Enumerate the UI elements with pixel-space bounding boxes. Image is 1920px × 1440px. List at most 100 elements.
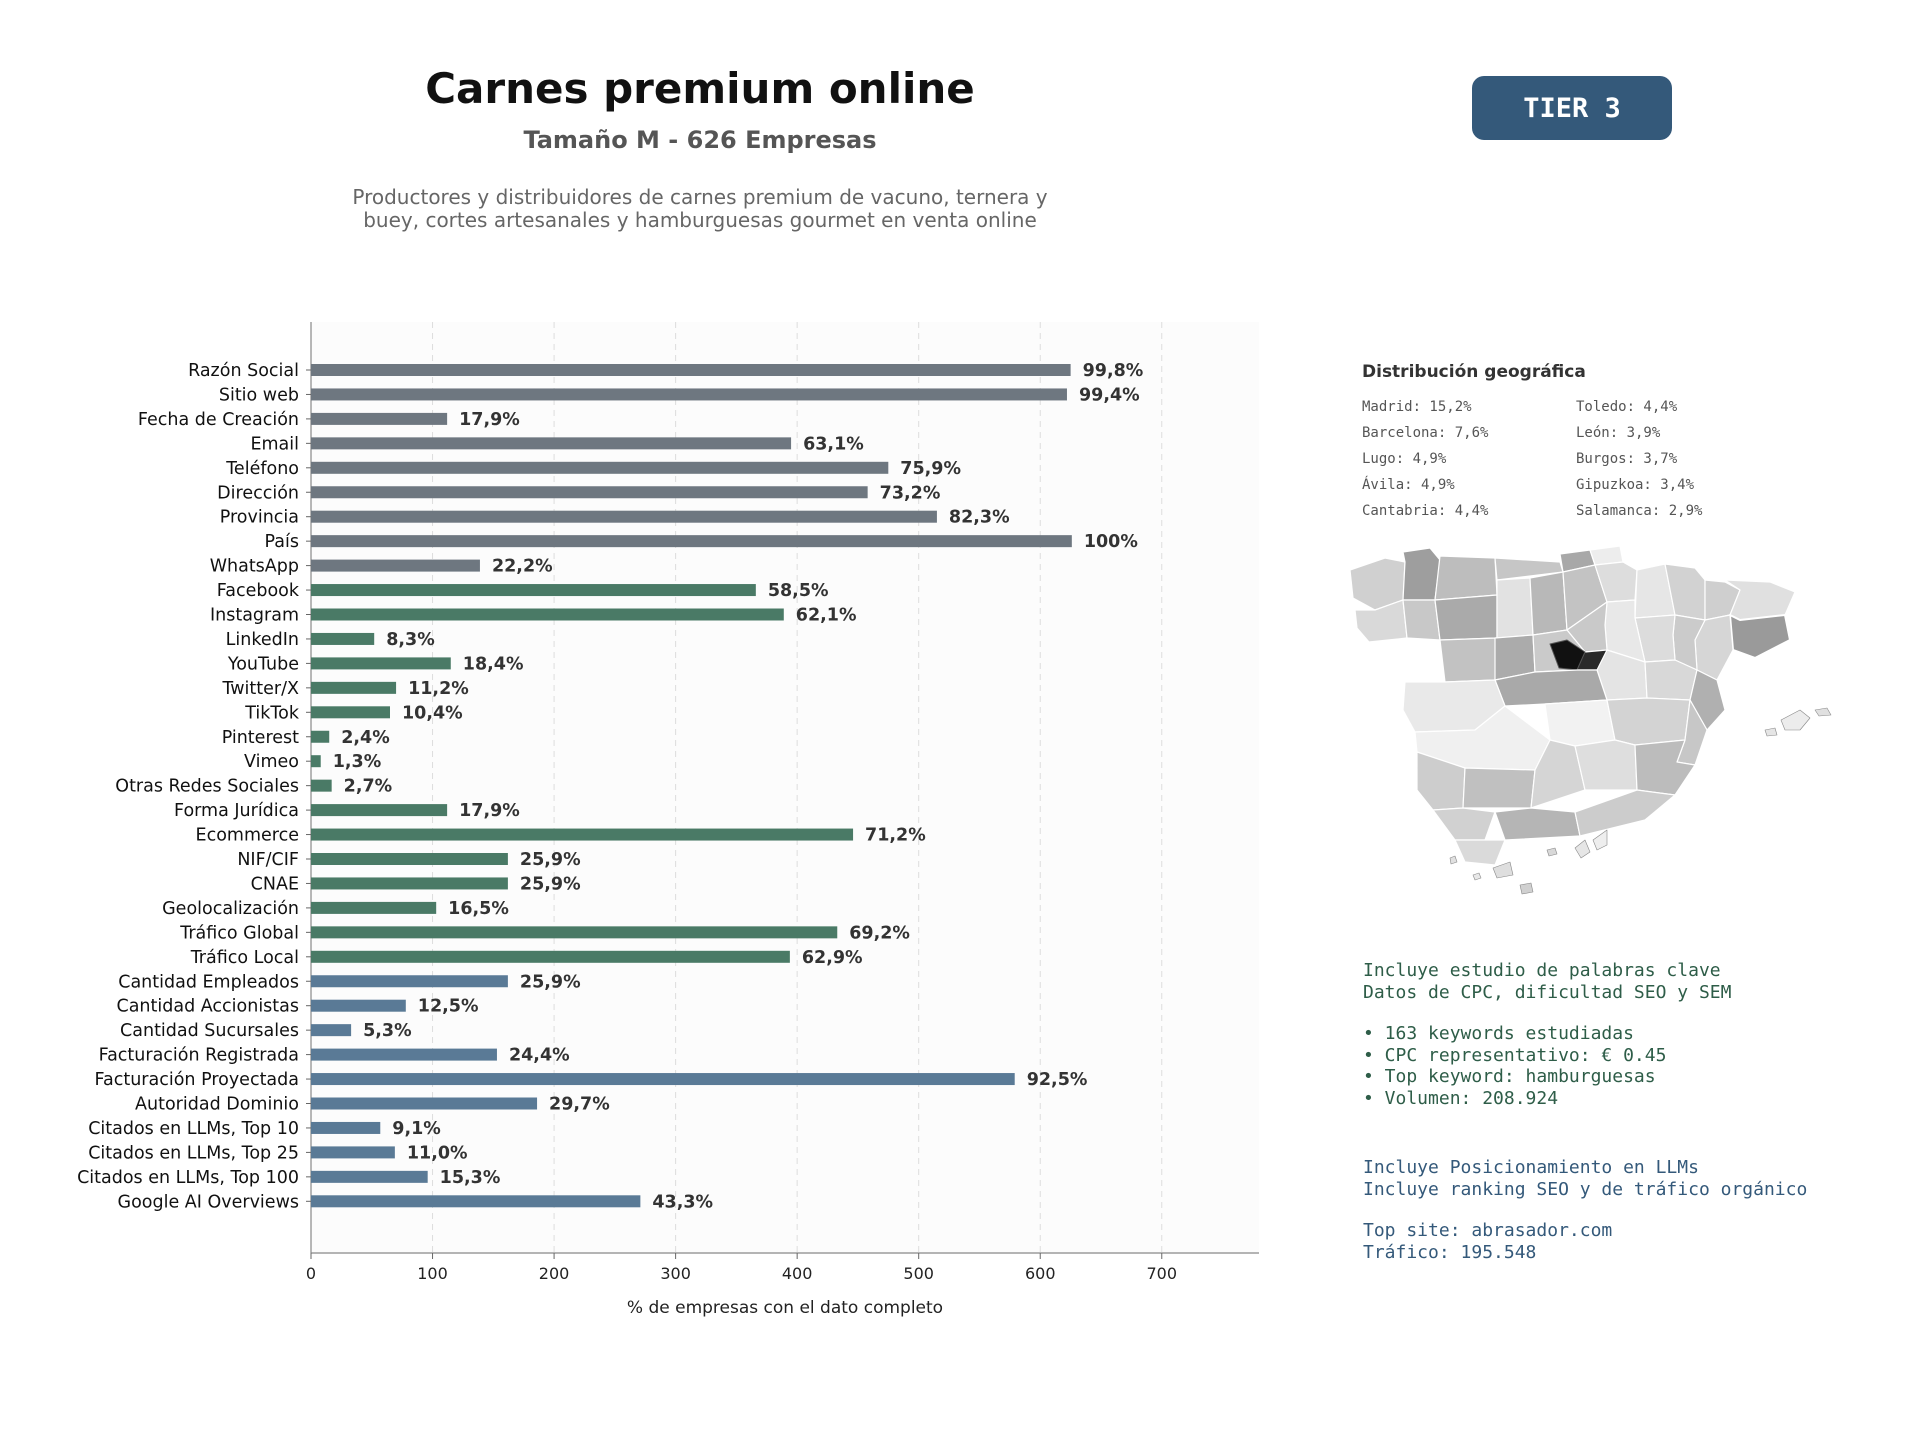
bar [311,926,838,939]
data-label: 16,5% [448,899,509,919]
category-label: Otras Redes Sociales [115,777,299,797]
data-label: 92,5% [1027,1070,1088,1090]
data-label: 69,2% [849,923,910,943]
bar [311,1024,352,1037]
category-label: LinkedIn [226,630,299,650]
bar [311,437,792,450]
data-label: 18,4% [463,654,524,674]
category-label: Twitter/X [221,679,299,699]
bar-chart: 0 100 200 300 400 500 600 700 % de empresas con … [77,322,1259,1318]
data-label: 62,1% [796,606,857,626]
category-label: Teléfono [225,459,299,479]
bar [311,608,784,621]
data-label: 82,3% [949,508,1010,528]
geo-item: Toledo: 4,4% [1576,399,1678,415]
geo-item: Salamanca: 2,9% [1576,503,1703,519]
category-label: WhatsApp [210,557,299,577]
bar [311,1170,428,1183]
bar [311,632,375,645]
bar [311,755,321,768]
data-label: 11,0% [407,1143,468,1163]
category-label: Tráfico Local [190,948,299,968]
top-site: Top site: abrasador.com [1363,1220,1613,1241]
category-label: Vimeo [244,752,299,772]
data-label: 1,3% [333,752,382,772]
category-label: Google AI Overviews [118,1192,299,1212]
category-label: Email [250,434,299,454]
x-tick-label: 600 [1025,1264,1056,1283]
data-label: 2,7% [344,777,393,797]
data-label: 25,9% [520,850,581,870]
x-tick-label: 0 [306,1264,316,1283]
bar [311,828,854,841]
bar [311,388,1067,401]
data-label: 29,7% [549,1095,610,1115]
category-label: NIF/CIF [237,850,299,870]
geo-item: Burgos: 3,7% [1576,451,1678,467]
category-label: Autoridad Dominio [135,1095,299,1115]
bar [311,535,1072,548]
x-tick-label: 500 [903,1264,934,1283]
keywords-bullet: • Top keyword: hamburguesas [1363,1066,1656,1087]
data-label: 58,5% [768,581,829,601]
page-subtitle: Tamaño M - 626 Empresas [523,126,877,154]
x-tick-label: 100 [417,1264,448,1283]
bar [311,1121,381,1134]
data-label: 25,9% [520,874,581,894]
category-label: Forma Jurídica [174,801,299,821]
x-tick-label: 700 [1146,1264,1177,1283]
bar [311,1146,395,1159]
bar [311,975,508,988]
data-label: 62,9% [802,948,863,968]
category-label: Tráfico Global [179,923,299,943]
bar [311,1073,1015,1086]
keywords-line: Incluye estudio de palabras clave [1363,960,1721,981]
data-label: 63,1% [803,434,864,454]
llm-line: Incluye ranking SEO y de tráfico orgánic… [1363,1178,1808,1200]
bar [311,461,889,474]
keywords-bullet: • Volumen: 208.924 [1363,1087,1559,1109]
data-label: 25,9% [520,972,581,992]
llm-line: Incluye Posicionamiento en LLMs [1363,1157,1699,1178]
category-label: TikTok [244,703,300,723]
bar [311,1195,641,1208]
data-label: 11,2% [408,679,469,699]
x-tick-label: 300 [660,1264,691,1283]
category-label: CNAE [251,874,299,894]
category-label: Facebook [217,581,300,601]
category-label: Geolocalización [162,899,299,919]
category-label: Instagram [210,606,299,626]
data-label: 9,1% [392,1119,441,1139]
category-label: Ecommerce [196,826,299,846]
category-label: Fecha de Creación [138,410,299,430]
bar [311,706,390,719]
category-label: Razón Social [188,361,299,381]
data-label: 8,3% [386,630,435,650]
keywords-bullet: • CPC representativo: € 0.45 [1363,1044,1667,1066]
geo-title: Distribución geográfica [1362,362,1586,382]
data-label: 100% [1084,532,1138,552]
plot-area [311,322,1259,1253]
description: Productores y distribuidores de carnes p… [330,186,1070,232]
bar [311,364,1071,376]
tier-badge: TIER 3 [1472,76,1672,140]
data-label: 71,2% [865,826,926,846]
keywords-bullet: • 163 keywords estudiadas [1363,1023,1634,1044]
bar [311,779,332,792]
data-label: 99,4% [1079,385,1140,405]
category-label: YouTube [227,654,299,674]
data-label: 2,4% [341,728,390,748]
bar [311,657,451,670]
category-label: Pinterest [222,728,299,748]
traffic: Tráfico: 195.548 [1363,1241,1537,1263]
bar [311,730,330,743]
llm-block: Incluye Posicionamiento en LLMs Incluye … [1363,1157,1807,1263]
bar [311,486,868,499]
geo-item: Lugo: 4,9% [1362,451,1447,467]
bar [311,510,937,523]
category-label: Citados en LLMs, Top 100 [77,1168,299,1188]
category-label: Cantidad Sucursales [120,1021,299,1041]
x-axis-label: % de empresas con el dato completo [627,1298,943,1318]
data-label: 15,3% [440,1168,501,1188]
category-label: Dirección [217,483,299,503]
